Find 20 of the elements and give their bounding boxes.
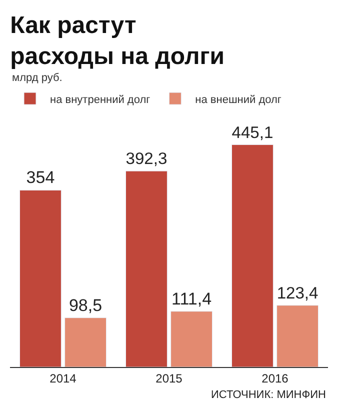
text: ИСТОЧНИК: МИНФИН xyxy=(211,389,326,401)
data-label: 392,3 xyxy=(126,149,168,168)
bar xyxy=(64,318,106,367)
data-label: 111,4 xyxy=(172,289,212,308)
legend-label: на внешний долг xyxy=(195,94,282,106)
bar xyxy=(20,190,62,367)
x-tick-label: 2016 xyxy=(262,371,289,386)
chart-title: Как растут расходы на долги xyxy=(10,12,224,70)
x-tick-label: 2015 xyxy=(156,371,183,386)
legend-label: на внутренний долг xyxy=(50,94,150,106)
chart-subtitle: млрд руб. xyxy=(12,72,62,84)
data-label: 98,5 xyxy=(68,296,102,315)
bar xyxy=(276,305,318,367)
bar xyxy=(126,170,168,367)
data-label: 445,1 xyxy=(232,122,274,142)
data-label: 354 xyxy=(26,168,55,188)
bar xyxy=(232,144,274,367)
x-tick-label: 2014 xyxy=(50,371,77,386)
data-label: 123,4 xyxy=(276,283,318,302)
bar xyxy=(170,311,212,367)
